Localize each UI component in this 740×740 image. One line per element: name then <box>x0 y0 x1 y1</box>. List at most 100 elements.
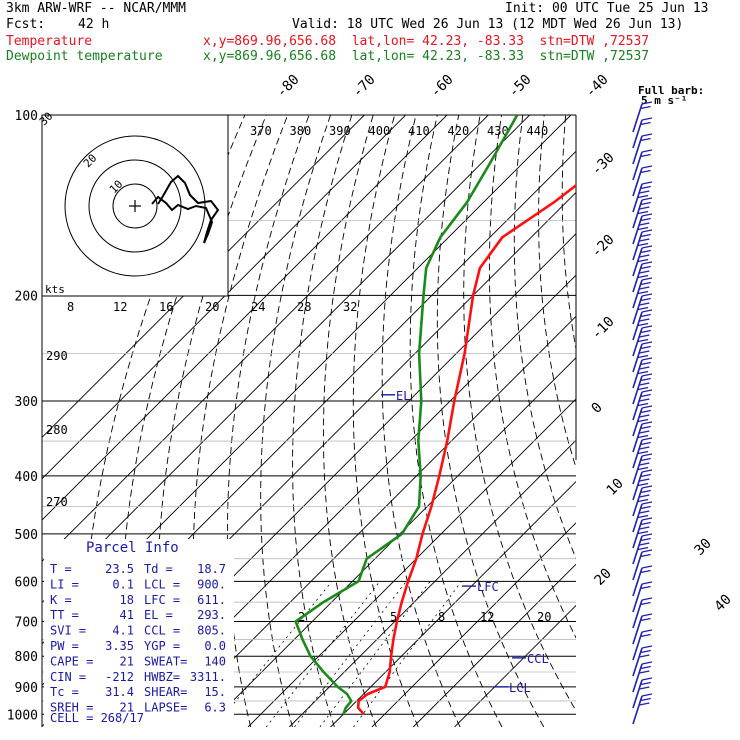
parcel-value: 23.5 <box>105 562 134 576</box>
isotherm-line <box>165 315 576 727</box>
hodograph-ring <box>112 183 158 229</box>
parcel-label: Tc = <box>50 685 79 699</box>
wind-barb-flag <box>637 210 649 215</box>
wind-barb-flag <box>637 306 649 311</box>
wind-barb-flag <box>641 181 653 185</box>
isotherm-label: 30 <box>692 536 715 559</box>
wind-barb-flag <box>641 117 653 121</box>
parcel-label: SHEAR= <box>144 685 187 699</box>
barb-legend-line2: 5 m s⁻¹ <box>641 94 687 107</box>
parcel-value: 293. <box>197 608 226 622</box>
theta-label: 380 <box>290 124 312 138</box>
wind-barb <box>632 231 643 261</box>
wind-barb <box>632 471 643 501</box>
mixing-ratio-line <box>319 581 431 727</box>
wind-barb-flag <box>639 510 650 514</box>
wind-barb-flag <box>637 402 649 407</box>
wind-barb-flag <box>641 693 653 697</box>
wind-barb-flag <box>639 334 650 338</box>
wind-barb <box>632 503 643 533</box>
hodograph-speed-label: 12 <box>113 300 127 314</box>
wind-barb-flag <box>640 489 651 494</box>
wind-barb-flag <box>639 430 650 434</box>
knots-label: kts <box>45 283 65 296</box>
wind-barb-flag <box>640 665 651 670</box>
wind-barb-flag <box>637 258 649 263</box>
wind-barb-flag <box>637 290 649 295</box>
wind-barb-flag <box>641 309 653 313</box>
parcel-label: CIN = <box>50 670 86 684</box>
parcel-label: TT = <box>50 608 79 622</box>
wind-barb-flag <box>640 105 651 110</box>
wind-barb-flag <box>640 265 651 270</box>
parcel-label: K = <box>50 593 72 607</box>
wind-barb-flag <box>639 462 650 466</box>
parcel-label: LCL = <box>144 577 180 591</box>
wind-barb-flag <box>639 302 650 306</box>
parcel-value: 21 <box>120 654 134 668</box>
wind-barb-flag <box>639 542 650 546</box>
theta-side-label: 280 <box>46 423 68 437</box>
header-temp-label: Temperature <box>6 34 93 49</box>
parcel-value: 41 <box>120 608 134 622</box>
mixing-ratio-label: 12 <box>480 610 494 624</box>
wind-barb-flag <box>640 585 651 590</box>
wind-barb-flag <box>640 681 651 686</box>
wind-barb-flag <box>640 457 651 462</box>
mixing-ratio-label: 8 <box>438 610 445 624</box>
parcel-value: 4.1 <box>112 624 134 638</box>
wind-barb-flag <box>639 366 650 370</box>
parcel-value: 0.0 <box>204 639 226 653</box>
wind-barb <box>632 391 643 421</box>
wind-barb <box>632 263 643 293</box>
wind-barb <box>632 679 643 709</box>
dry-adiabat <box>673 115 740 727</box>
parcel-value: 21 <box>120 701 134 715</box>
temperature-line <box>356 183 576 716</box>
pressure-label: 900 <box>15 681 38 696</box>
wind-barb-flag <box>640 601 651 606</box>
pressure-label: 100 <box>15 109 38 124</box>
header-fcst-value: 42 h <box>78 17 110 32</box>
wind-barb-flag <box>640 377 651 382</box>
wind-barb-flag <box>641 293 653 297</box>
wind-barb <box>632 199 643 229</box>
wind-barb-flag <box>637 370 649 375</box>
theta-side-label: 290 <box>46 349 68 363</box>
level-label: LFC <box>477 580 499 594</box>
dry-adiabat <box>737 115 740 727</box>
wind-barb-flag <box>640 649 651 654</box>
level-label: EL <box>396 389 410 403</box>
wind-barb-flag <box>641 677 653 681</box>
header-fcst-label: Fcst: <box>6 17 46 32</box>
wind-barb-flag <box>640 121 651 126</box>
parcel-label: YGP = <box>144 639 180 653</box>
header-dew-loc: x,y=869.96,656.68 lat,lon= 42.23, -83.33… <box>203 49 650 64</box>
wind-barb <box>632 311 643 341</box>
wind-barb-flag <box>641 389 653 393</box>
wind-barb <box>632 519 643 549</box>
parcel-label: SVI = <box>50 624 86 638</box>
wind-barb-flag <box>639 206 650 210</box>
theta-label: 400 <box>369 124 391 138</box>
isotherm-label: 20 <box>592 566 615 589</box>
wind-barb-flag <box>641 549 653 553</box>
parcel-label: Td = <box>144 562 173 576</box>
isotherm-label: -50 <box>506 72 535 101</box>
wind-barb <box>632 247 643 277</box>
wind-barb-flag <box>641 613 653 617</box>
parcel-label: T = <box>50 562 72 576</box>
isotherm-line <box>247 398 576 727</box>
wind-barb <box>632 567 643 597</box>
isotherm-label: 40 <box>712 592 735 615</box>
wind-barb-flag <box>641 277 653 281</box>
wind-barb-flag <box>639 526 650 530</box>
wind-barb-flag <box>637 546 649 551</box>
isotherm-line <box>454 604 576 727</box>
dry-adiabat <box>260 115 331 727</box>
wind-barb-flag <box>641 565 653 569</box>
wind-barb-flag <box>640 425 651 430</box>
wind-barb-flag <box>641 341 653 345</box>
parcel-value: 3.35 <box>105 639 134 653</box>
wind-barb <box>632 487 643 517</box>
